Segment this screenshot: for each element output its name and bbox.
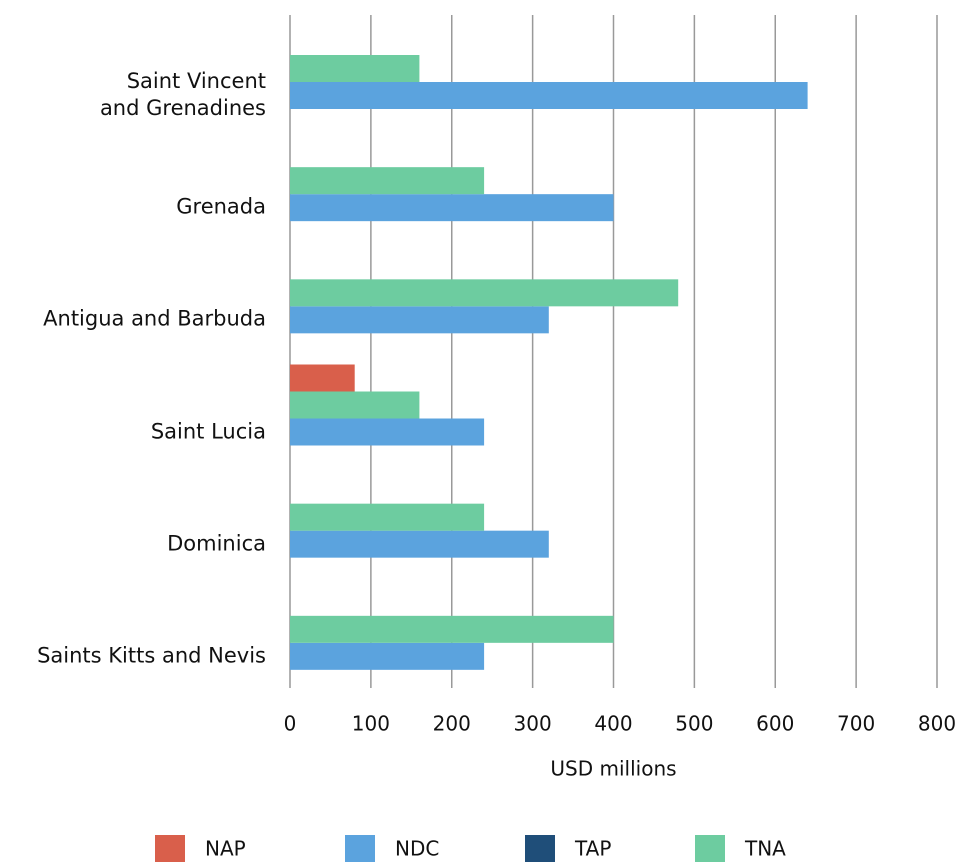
bar bbox=[290, 82, 808, 109]
bar bbox=[290, 194, 614, 222]
bar bbox=[290, 364, 355, 392]
x-tick-label: 100 bbox=[352, 712, 390, 736]
x-tick-label: 800 bbox=[918, 712, 956, 736]
bar bbox=[290, 530, 549, 558]
legend-swatch bbox=[695, 835, 725, 862]
bar bbox=[290, 418, 485, 446]
bar bbox=[290, 55, 420, 82]
bar bbox=[290, 503, 485, 531]
legend-swatch bbox=[155, 835, 185, 862]
legend-label: NAP bbox=[205, 837, 246, 861]
y-tick-label: Saints Kitts and Nevis bbox=[37, 643, 266, 668]
y-tick-label: Grenada bbox=[176, 194, 266, 219]
legend-swatch bbox=[345, 835, 375, 862]
bar bbox=[290, 306, 549, 334]
x-tick-label: 500 bbox=[675, 712, 713, 736]
x-tick-label: 600 bbox=[756, 712, 794, 736]
x-tick-label: 400 bbox=[594, 712, 632, 736]
bar bbox=[290, 279, 679, 307]
x-tick-label: 200 bbox=[433, 712, 471, 736]
legend-label: NDC bbox=[395, 837, 439, 861]
y-tick-label: Saint Lucia bbox=[150, 419, 266, 443]
y-tick-label: Saint Vincent and Grenadines bbox=[99, 69, 266, 120]
x-tick-label: 700 bbox=[837, 712, 875, 736]
bar bbox=[290, 642, 485, 670]
bar bbox=[290, 167, 485, 195]
bar bbox=[290, 391, 420, 419]
x-tick-label: 300 bbox=[514, 712, 552, 736]
legend-label: TAP bbox=[574, 837, 611, 861]
bar bbox=[290, 615, 614, 643]
y-tick-label: Dominica bbox=[167, 531, 266, 556]
legend-swatch bbox=[525, 835, 555, 862]
legend-label: TNA bbox=[744, 837, 786, 861]
x-tick-label: 0 bbox=[284, 712, 297, 736]
x-axis-label: USD millions bbox=[550, 757, 676, 781]
y-tick-label: Antigua and Barbuda bbox=[43, 306, 266, 331]
